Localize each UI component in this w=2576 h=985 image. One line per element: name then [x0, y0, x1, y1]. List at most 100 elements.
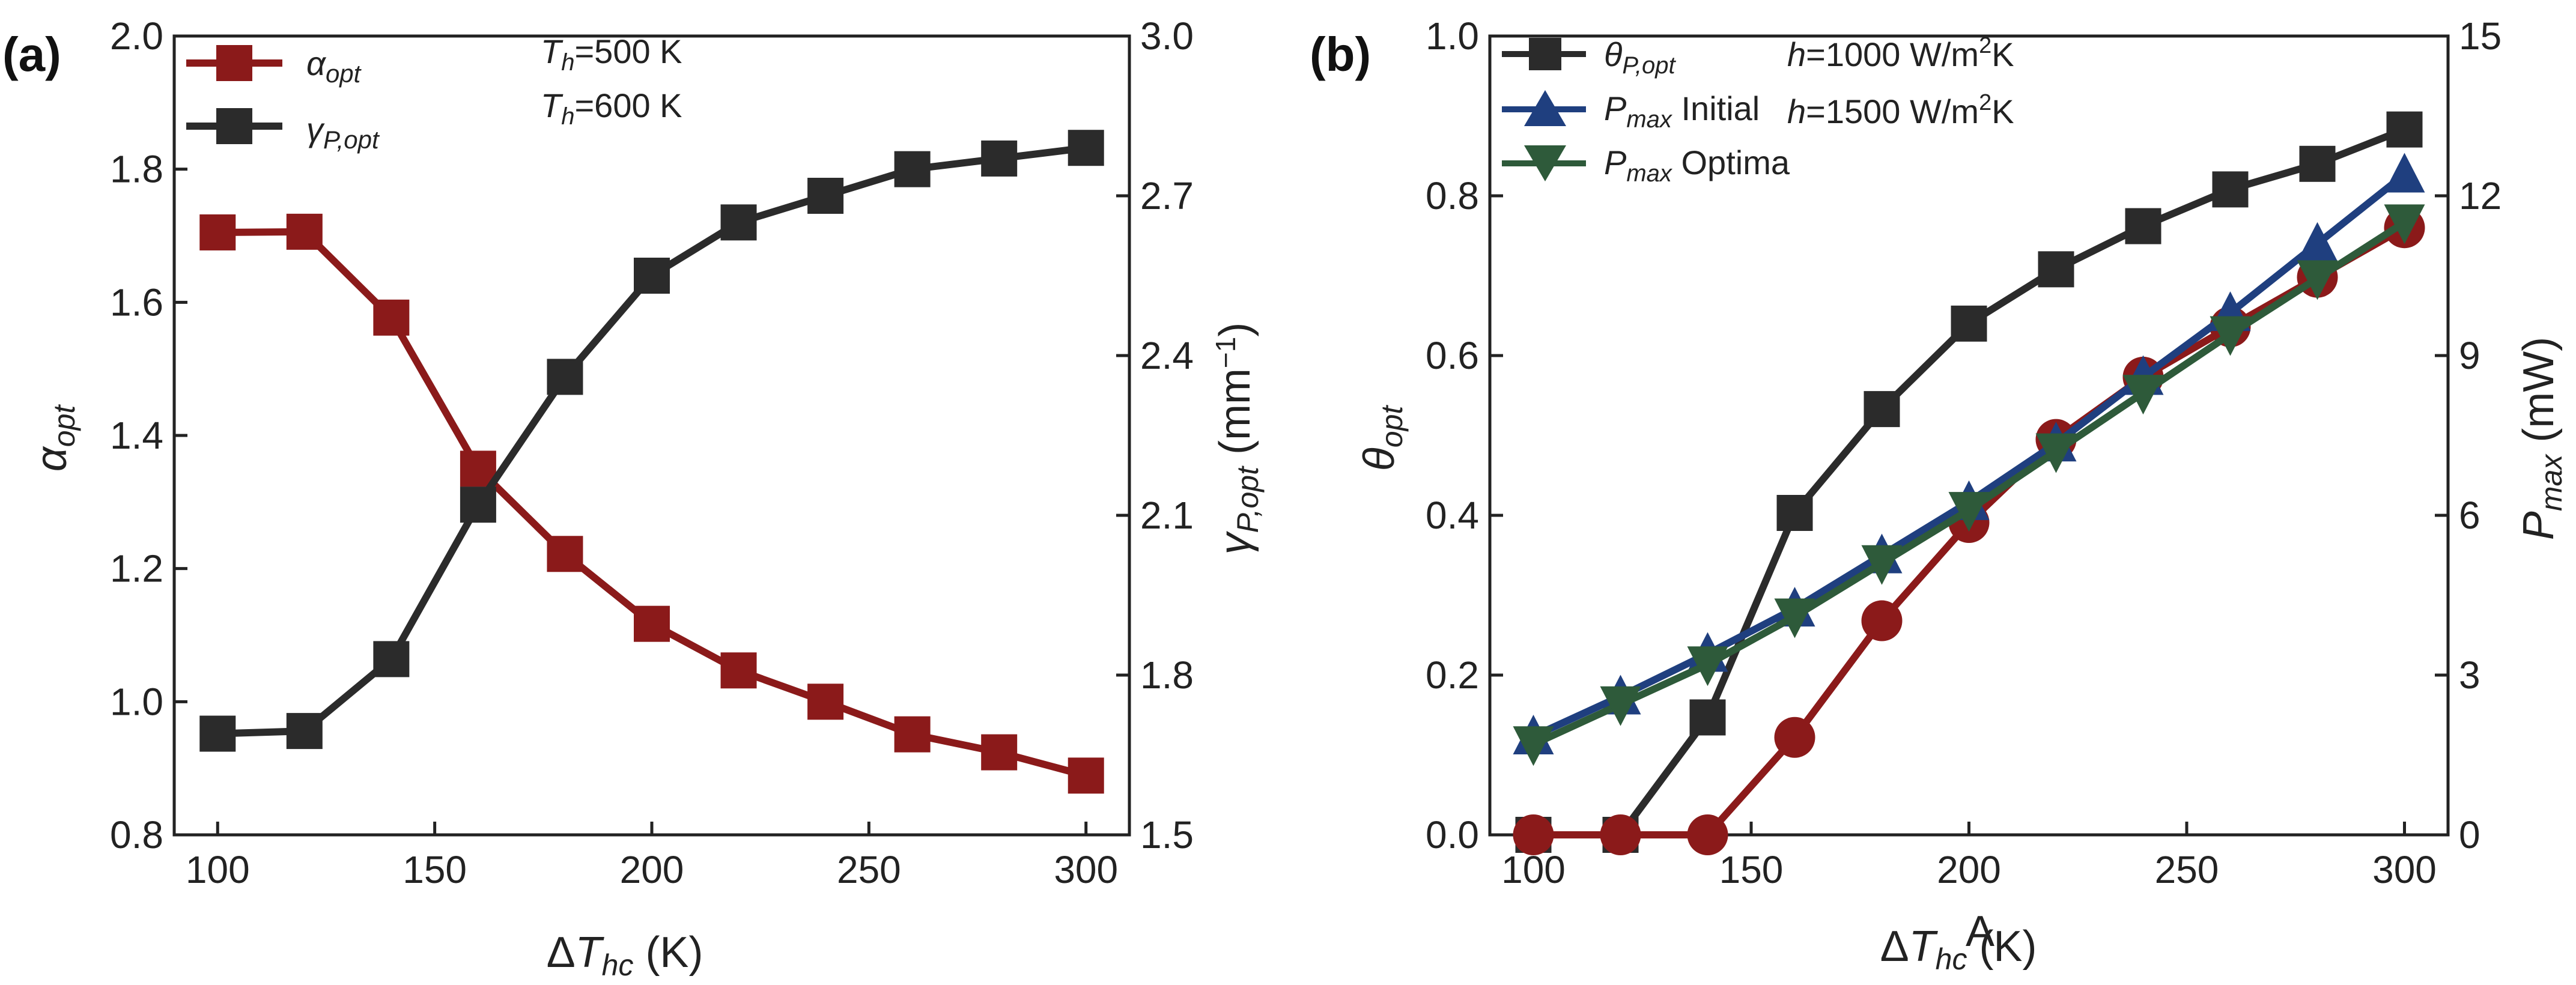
- chart-a-series-1-line: [217, 144, 1087, 738]
- chart-a-ytick-left-label: 1.0: [110, 680, 163, 723]
- panel-a-label: (a): [2, 28, 61, 81]
- legend-a-red-marker: [216, 45, 252, 81]
- chart-a-series-0-point: [807, 683, 844, 720]
- chart-b-series-3-point: [1948, 492, 1990, 532]
- chart-a-series-0-point: [547, 536, 583, 572]
- chart-b-series-0-point: [1776, 495, 1813, 532]
- chart-b-series: [1513, 111, 2425, 855]
- chart-b-ytick-right-label: 15: [2459, 14, 2502, 58]
- chart-b-series-2-point: [2297, 222, 2338, 262]
- chart-b-xtick-label: 200: [1937, 848, 2001, 891]
- chart-b-xtick-label: 250: [2155, 848, 2219, 891]
- chart-a-series-0-point: [199, 214, 236, 250]
- chart-b-xlabel-overlay: A: [1966, 908, 1994, 956]
- chart-b-ytick-right-label: 12: [2459, 174, 2502, 217]
- chart-b-xtick-label: 150: [1719, 848, 1784, 891]
- chart-b-xlabel: ΔThc (K): [1880, 923, 2037, 976]
- chart-a-series-1-point: [547, 359, 583, 395]
- chart-b-ytick-left-label: 0.8: [1426, 174, 1479, 217]
- chart-a-xtick-label: 200: [620, 848, 684, 891]
- chart-a-series-0-point: [1068, 757, 1104, 794]
- chart-b-series-3-point: [1861, 545, 1903, 585]
- chart-a-series-1-point: [1068, 130, 1104, 166]
- chart-b-series-1-point: [1687, 814, 1728, 855]
- chart-b-ylabel-right: Pmax (mW): [2515, 337, 2568, 540]
- chart-b-ytick-right-label: 0: [2459, 813, 2480, 856]
- chart-a-legend: αopt γP,opt: [186, 44, 380, 154]
- chart-a-series-1-point: [634, 258, 670, 294]
- legend-b-green-marker: [1524, 145, 1566, 181]
- chart-a-series-0-point: [634, 605, 670, 642]
- chart-b-ytick-left-label: 0.2: [1426, 653, 1479, 697]
- chart-a-ytick-right-label: 2.1: [1140, 494, 1194, 537]
- chart-b-series-3-point: [1687, 646, 1728, 686]
- chart-b-series-3-point: [1513, 726, 1554, 766]
- chart-b-series-3-point: [1774, 598, 1815, 638]
- chart-a-ticks: 100 150 200 250 300 0.8 1.0 1.2 1.4 1.6 1.8 2.0 1.5 1…: [110, 14, 1194, 891]
- chart-a-series-1-point: [286, 713, 323, 750]
- chart-a-series-1-point: [720, 204, 757, 241]
- chart-a-ytick-right-label: 1.5: [1140, 813, 1194, 856]
- chart-b-ytick-left-label: 0.6: [1426, 334, 1479, 377]
- chart-b-ytick-right-label: 3: [2459, 653, 2480, 697]
- chart-a-ytick-left-label: 2.0: [110, 14, 163, 58]
- chart-a-xtick-label: 300: [1054, 848, 1118, 891]
- chart-b-series-3-point: [2210, 316, 2251, 356]
- chart-b-series-0-point: [2386, 111, 2423, 148]
- chart-b-series-3-point: [2297, 260, 2338, 300]
- chart-b-series-0-point: [2038, 251, 2074, 288]
- chart-a-xlabel: ΔThc (K): [547, 929, 703, 982]
- chart-b-series-1-point: [1600, 814, 1641, 855]
- annotation-a-th-600: Th=600 K: [541, 86, 682, 130]
- chart-a-series-1-point: [894, 151, 931, 187]
- chart-a-series-0-point: [981, 734, 1018, 771]
- chart-b-xtick-label: 300: [2372, 848, 2437, 891]
- annotation-b-h-1500: h=1500 W/m2K: [1787, 90, 2014, 130]
- legend-b-theta-label: θP,opt: [1604, 35, 1677, 79]
- chart-b-ylabel-left: θopt: [1355, 405, 1409, 471]
- chart-a-ytick-left-label: 1.6: [110, 280, 163, 324]
- chart-b-series-0-point: [1864, 391, 1900, 428]
- chart-a-series-0-point: [286, 213, 323, 250]
- chart-b-series-0-point: [2299, 145, 2336, 182]
- chart-b-series-3-point: [2384, 204, 2425, 244]
- chart-b-series-3-point: [1600, 686, 1641, 726]
- chart-a-xtick-label: 100: [186, 848, 250, 891]
- chart-a-series-1-point: [199, 715, 236, 752]
- chart-a: 100 150 200 250 300 0.8 1.0 1.2 1.4 1.6 1.8 2.0 1.5 1…: [28, 14, 1265, 982]
- chart-a-xtick-label: 250: [837, 848, 901, 891]
- chart-a-ylabel-left: αopt: [28, 404, 81, 472]
- chart-b-ytick-right-label: 9: [2459, 334, 2480, 377]
- chart-a-xtick-label: 150: [402, 848, 467, 891]
- chart-b-series-1-point: [1774, 717, 1815, 758]
- annotation-a-th-500: Th=500 K: [541, 32, 682, 76]
- panel-b-label: (b): [1310, 28, 1371, 81]
- chart-b-series-0-point: [2212, 171, 2249, 208]
- chart-b-series-3-point: [2122, 375, 2164, 415]
- chart-a-ytick-right-label: 1.8: [1140, 653, 1194, 697]
- legend-b-pmax-initial-label: Pmax Initial: [1604, 89, 1760, 133]
- chart-a-series-0-point: [373, 299, 410, 336]
- chart-b-series-1-point: [1513, 814, 1554, 855]
- chart-a-series-1-point: [807, 178, 844, 214]
- chart-b: 100 150 200 250 3000.00.20.40.60.81.00369121…: [1355, 14, 2568, 976]
- chart-b-series-2-line: [1531, 171, 2407, 740]
- legend-a-alpha-label: αopt: [306, 44, 362, 88]
- chart-b-legend: θP,opt Pmax Initial Pmax Optima: [1502, 35, 1790, 187]
- chart-b-ytick-left-label: 0.0: [1426, 813, 1479, 856]
- legend-b-pmax-optima-label: Pmax Optima: [1604, 144, 1790, 187]
- chart-b-series-1-point: [1861, 600, 1903, 641]
- chart-b-ytick-right-label: 6: [2459, 494, 2480, 537]
- chart-b-series-3-point: [2035, 433, 2077, 473]
- chart-b-ytick-left-label: 1.0: [1426, 14, 1479, 58]
- chart-a-series-1-point: [373, 641, 410, 677]
- chart-a-ytick-left-label: 1.4: [110, 414, 163, 457]
- chart-a-ytick-right-label: 2.7: [1140, 174, 1194, 217]
- legend-b-black-marker: [1529, 38, 1561, 70]
- chart-a-series: [199, 130, 1104, 794]
- chart-a-ytick-left-label: 1.8: [110, 148, 163, 191]
- chart-a-ytick-left-label: 1.2: [110, 547, 163, 590]
- annotation-b-h-1000: h=1000 W/m2K: [1787, 33, 2014, 73]
- chart-a-ylabel-right: γP,opt (mm−1): [1210, 323, 1265, 555]
